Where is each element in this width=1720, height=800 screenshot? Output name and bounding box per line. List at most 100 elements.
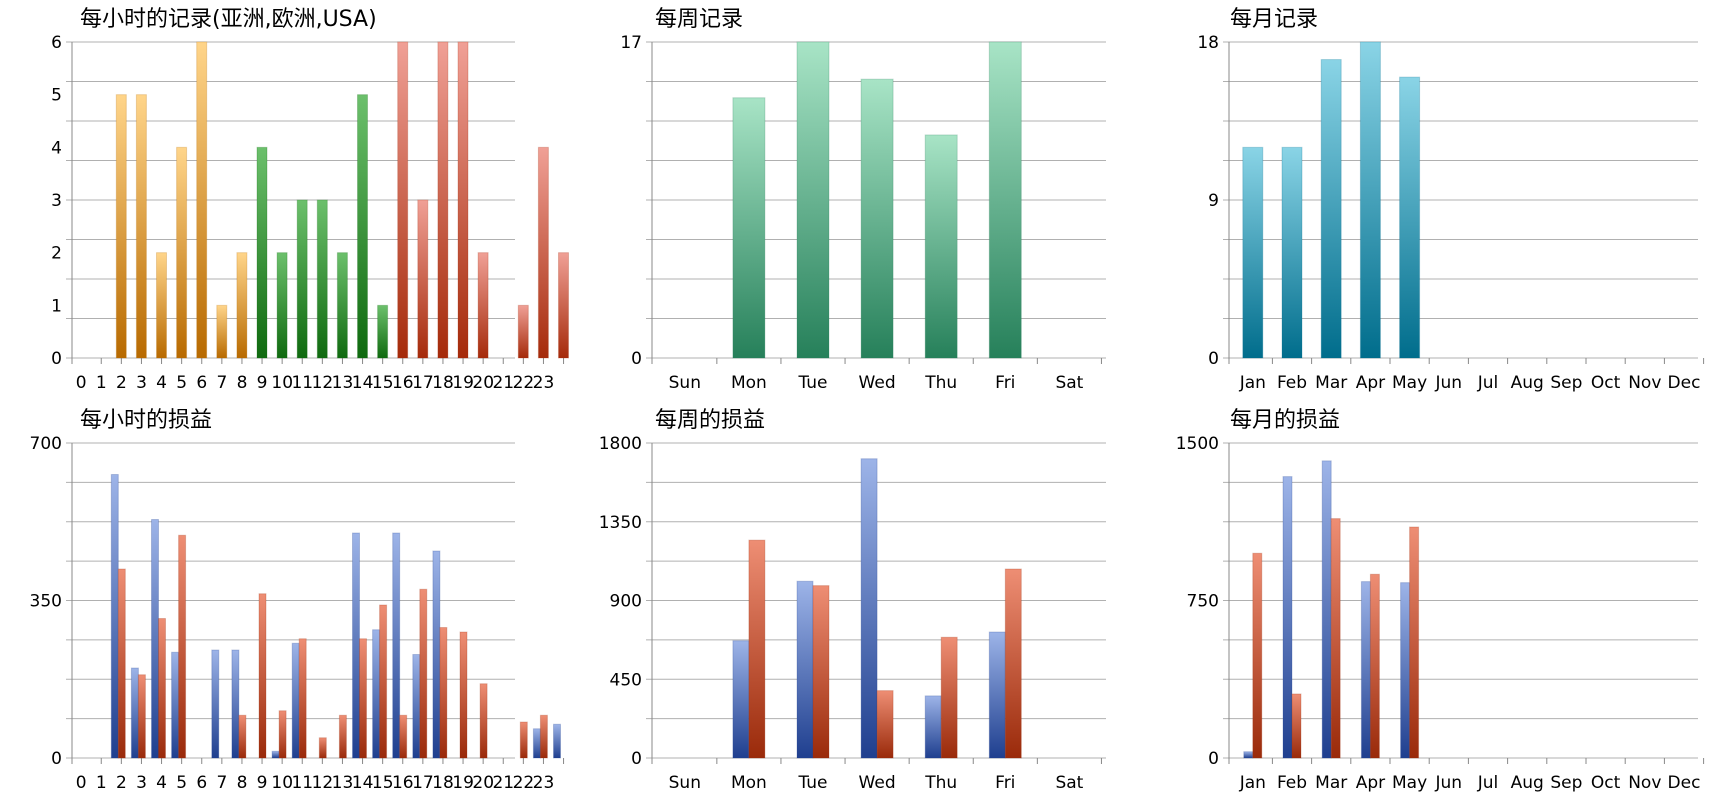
x-tick-label: 2	[116, 373, 127, 393]
y-tick-label: 18	[1197, 33, 1219, 53]
x-tick-label: Wed	[859, 373, 896, 393]
x-tick-label: 12	[312, 373, 334, 393]
bar-series-2	[158, 618, 166, 759]
x-tick-label: 6	[196, 373, 207, 393]
bar-series-1	[372, 629, 381, 759]
bar	[216, 304, 228, 359]
chart-title: 每小时的损益	[80, 408, 212, 433]
x-tick-label: 7	[216, 373, 227, 393]
y-tick-label: 1	[51, 296, 62, 316]
bar-series-2	[298, 638, 307, 759]
bar-series-2	[379, 604, 388, 759]
chart-weekly-pnl: 每周的损益 0 450 900 1350 1800 Sun Mon Tue Wed Thu Fri Sa…	[599, 408, 1106, 793]
bar	[236, 252, 248, 359]
chart-title: 每月记录	[1230, 7, 1318, 32]
x-tick-label: 11	[291, 373, 313, 393]
x-tick-label: 9	[257, 773, 268, 793]
x-tick-label: 21	[492, 773, 514, 793]
x-tick-label: 5	[176, 773, 187, 793]
y-tick-label: 3	[51, 191, 62, 211]
bar-series-1	[352, 532, 360, 759]
x-tick-label: 19	[452, 373, 474, 393]
x-tick-label: Jun	[1435, 373, 1463, 393]
x-tick-label: Oct	[1591, 373, 1621, 393]
bar-series-2	[748, 539, 766, 759]
x-tick-label: Aug	[1511, 773, 1544, 793]
x-tick-label: Sat	[1055, 373, 1083, 393]
y-tick-label: 900	[610, 592, 642, 612]
bar	[732, 97, 766, 359]
bar-series-2	[137, 674, 146, 759]
x-tick-label: 6	[196, 773, 207, 793]
x-tick-label: 11	[291, 773, 313, 793]
chart-title: 每周记录	[655, 7, 743, 32]
x-tick-label: 22	[513, 773, 535, 793]
x-tick-label: 0	[76, 773, 87, 793]
bar-series-2	[258, 593, 267, 759]
bar-series-1	[171, 651, 180, 759]
x-tick-label: Feb	[1277, 373, 1307, 393]
bar-series-2	[940, 636, 958, 759]
bar	[276, 252, 288, 359]
bar-series-1	[110, 474, 119, 759]
y-tick-label: 350	[30, 592, 62, 612]
bar-series-1	[1282, 476, 1293, 759]
y-tick-label: 9	[1208, 191, 1219, 211]
bar-series-1	[532, 728, 541, 759]
y-tick-label: 17	[620, 33, 642, 53]
x-tick-label: 8	[237, 373, 248, 393]
x-tick-label: 16	[392, 773, 414, 793]
bar-series-1	[860, 458, 878, 759]
x-tick-label: 2	[116, 773, 127, 793]
x-tick-label: 20	[472, 773, 494, 793]
bar-series-1	[291, 642, 300, 759]
bar-series-2	[359, 638, 367, 759]
x-tick-label: 15	[372, 773, 394, 793]
y-tick-label: 1500	[1176, 434, 1219, 454]
bar-series-2	[1291, 693, 1302, 759]
x-tick-label: 14	[352, 773, 374, 793]
bar-series-1	[732, 640, 750, 759]
bar-series-1	[271, 750, 280, 759]
x-tick-label: Thu	[924, 773, 957, 793]
bar	[397, 41, 409, 359]
bar	[517, 304, 529, 359]
bar-series-1	[1321, 460, 1332, 759]
x-tick-label: 16	[392, 373, 414, 393]
x-tick-label: Dec	[1668, 373, 1701, 393]
bar-series-2	[812, 585, 830, 759]
x-tick-label: Jun	[1435, 773, 1463, 793]
bar-series-2	[876, 690, 894, 759]
chart-monthly-records: 每月记录 0 9 18 Jan Feb Mar Apr May Jun Jul Aug Sep Oct No…	[1197, 7, 1705, 393]
x-tick-label: 18	[432, 373, 454, 393]
bar	[796, 41, 830, 359]
y-tick-label: 0	[631, 349, 642, 369]
x-tick-label: Jul	[1477, 373, 1499, 393]
chart-weekly-records: 每周记录 0 17 Sun Mon Tue Wed Thu Fri Sat	[620, 7, 1106, 393]
x-tick-label: 8	[237, 773, 248, 793]
bar-series-1	[553, 723, 561, 759]
x-tick-label: Nov	[1628, 773, 1661, 793]
x-tick-label: Mon	[731, 373, 767, 393]
x-tick-label: Jul	[1477, 773, 1499, 793]
x-tick-label: Sep	[1550, 773, 1582, 793]
bar	[457, 41, 469, 359]
bar	[924, 134, 958, 359]
bar-series-2	[1004, 568, 1022, 759]
x-tick-label: 14	[352, 373, 374, 393]
x-tick-label: 1	[96, 373, 107, 393]
bar-series-2	[238, 714, 247, 759]
x-tick-label: 7	[216, 773, 227, 793]
x-tick-label: Aug	[1511, 373, 1544, 393]
y-tick-label: 750	[1187, 592, 1219, 612]
bar-series-2	[399, 714, 408, 759]
x-tick-label: 1	[96, 773, 107, 793]
bar-series-2	[318, 737, 327, 759]
x-tick-label: Sun	[669, 773, 701, 793]
bar	[156, 252, 167, 359]
bar-series-2	[338, 714, 347, 759]
x-tick-label: 12	[312, 773, 334, 793]
y-tick-label: 2	[51, 244, 62, 264]
bar	[1359, 41, 1381, 359]
